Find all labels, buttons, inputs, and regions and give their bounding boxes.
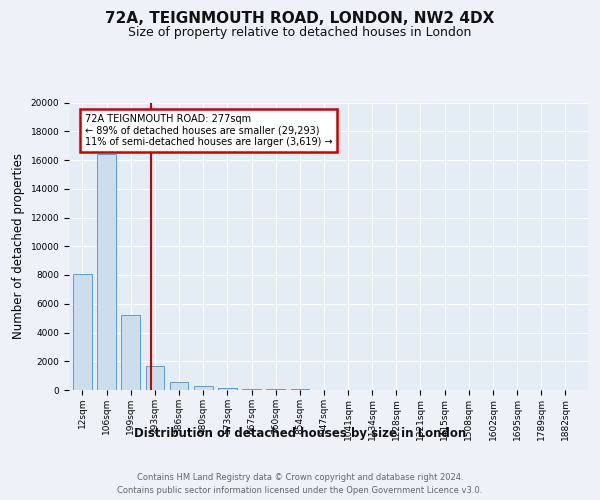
Bar (194, 386, 212, 390)
Bar (97, 154, 116, 390)
Bar (170, 382, 188, 390)
Text: Distribution of detached houses by size in London: Distribution of detached houses by size … (134, 428, 466, 440)
Bar (218, 388, 236, 390)
Text: 72A TEIGNMOUTH ROAD: 277sqm
← 89% of detached houses are smaller (29,293)
11% of: 72A TEIGNMOUTH ROAD: 277sqm ← 89% of det… (85, 114, 332, 147)
Y-axis label: Number of detached properties: Number of detached properties (12, 153, 25, 340)
Bar (242, 388, 261, 390)
Text: 72A, TEIGNMOUTH ROAD, LONDON, NW2 4DX: 72A, TEIGNMOUTH ROAD, LONDON, NW2 4DX (106, 11, 494, 26)
Bar (73, 274, 92, 390)
Text: Contains public sector information licensed under the Open Government Licence v3: Contains public sector information licen… (118, 486, 482, 495)
Bar (121, 314, 140, 390)
Text: Contains HM Land Registry data © Crown copyright and database right 2024.: Contains HM Land Registry data © Crown c… (137, 472, 463, 482)
Bar (146, 366, 164, 390)
Bar (266, 389, 285, 390)
Text: Size of property relative to detached houses in London: Size of property relative to detached ho… (128, 26, 472, 39)
